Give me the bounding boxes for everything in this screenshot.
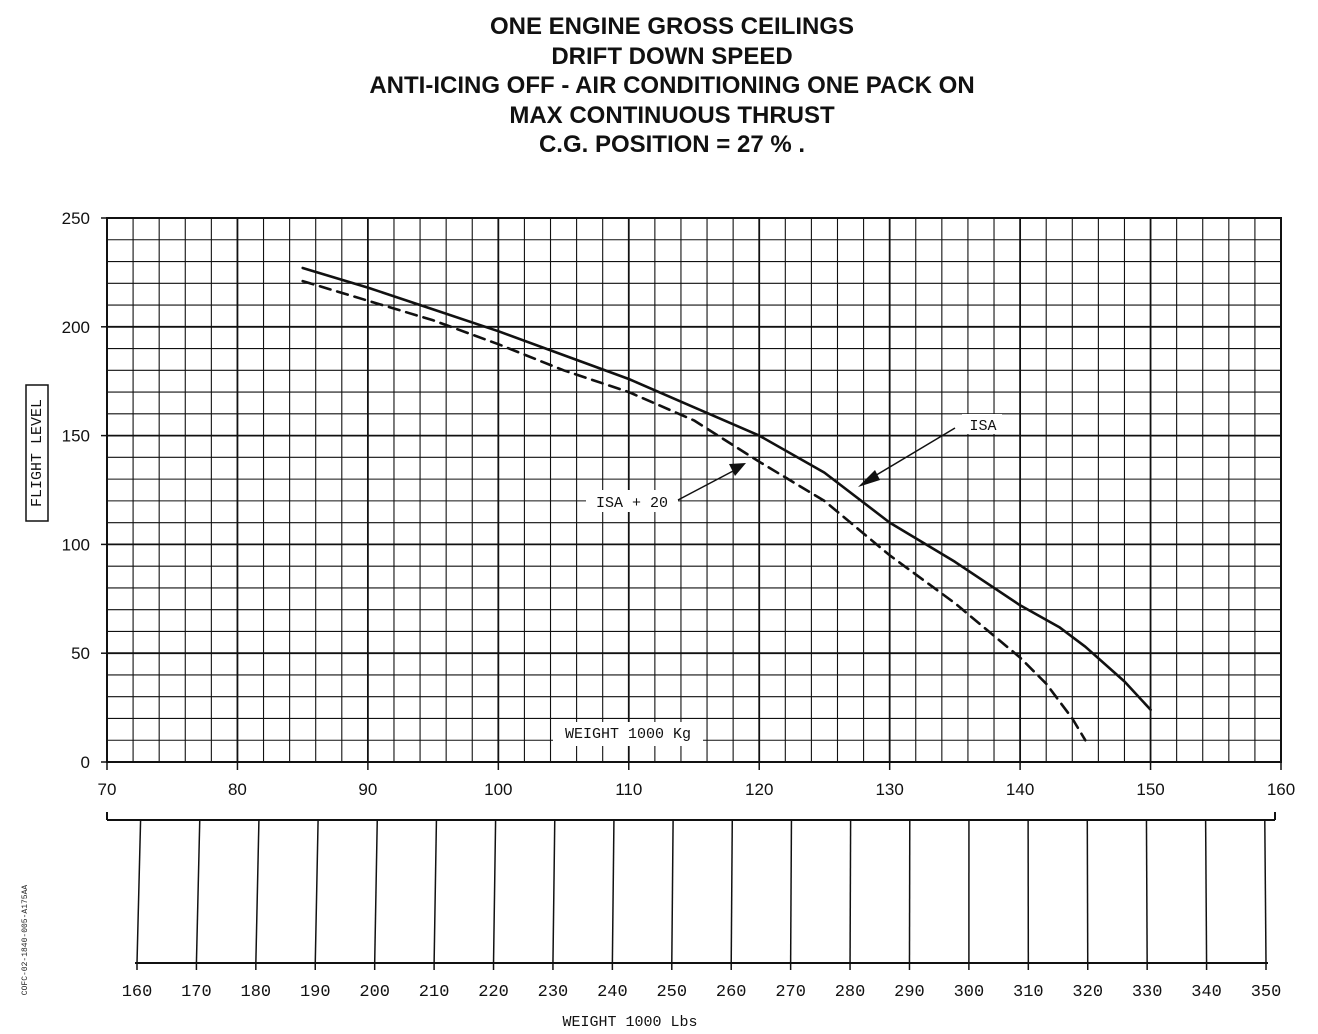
isa20-label: ISA + 20 [596,495,668,512]
lbs-tick-label: 210 [419,983,450,1002]
y-tick-label: 200 [62,318,90,337]
lbs-tick-label: 310 [1013,983,1044,1002]
conversion-line [849,819,852,964]
x-tick-label: 90 [358,780,377,799]
lbs-tick-label: 180 [241,983,272,1002]
x-tick-labels: 70 80 90 100 110 120 130 140 150 160 [98,762,1295,799]
title-line-5: C.G. POSITION = 27 % . [538,131,806,158]
y-tick-label: 150 [62,427,90,446]
y-axis-label: FLIGHT LEVEL [25,384,49,522]
title-line-3: ANTI-ICING OFF - AIR CONDITIONING ONE PA… [369,72,975,99]
series-line-isa-plus-20 [301,279,1087,742]
series-lines [301,266,1152,742]
lbs-tick-label: 290 [894,983,925,1002]
conversion-line [492,819,497,964]
lbs-tick-label: 260 [716,983,747,1002]
document-code: COFC-02-1840-005-A175AA [21,885,30,996]
lbs-tick-label: 160 [122,983,153,1002]
conversion-line [552,819,556,964]
isa-arrowhead [858,470,880,487]
x-tick-label: 120 [745,780,773,799]
series-line-isa [301,266,1152,712]
lbs-tick-label: 350 [1251,983,1282,1002]
grid [106,217,1282,763]
title-line-2: DRIFT DOWN SPEED [551,42,793,70]
x-tick-label: 140 [1006,780,1034,799]
y-tick-label: 100 [62,535,90,554]
isa-annotation: ISA [858,414,1002,487]
lbs-scale: 160 170 180 190 200 210 220 230 240 250 260 270 280 2… [106,812,1282,1002]
x-tick-label: 160 [1267,780,1295,799]
lbs-tick-label: 320 [1072,983,1103,1002]
lbs-tick-label: 240 [597,983,628,1002]
y-axis-label-text: FLIGHT LEVEL [29,399,46,507]
conversion-line [195,819,201,964]
conversion-line [611,819,615,964]
plot-border [106,217,1282,763]
x-tick-label: 150 [1136,780,1164,799]
lbs-tick-label: 270 [775,983,806,1002]
lbs-tick-label: 190 [300,983,331,1002]
title-line-4: MAX CONTINUOUS THRUST [509,101,835,129]
conversion-line [433,819,438,964]
chart-title: ONE ENGINE GROSS CEILINGS DRIFT DOWN SPE… [0,12,1318,160]
lbs-tick-label: 230 [538,983,569,1002]
title-line-1: ONE ENGINE GROSS CEILINGS [489,13,855,40]
x-tick-label: 80 [228,780,247,799]
y-tick-label: 50 [71,644,90,663]
conversion-line [136,819,142,964]
x-tick-label: 130 [875,780,903,799]
isa-arrow-line [867,427,956,481]
isa20-arrowhead [729,463,746,476]
conversion-line [1204,819,1208,964]
x-axis-label-lbs: WEIGHT 1000 Lbs [562,1014,697,1031]
lbs-tick-label: 300 [954,983,985,1002]
y-tick-label: 0 [81,753,90,772]
plot-frame [106,217,1282,763]
conversion-line [730,819,734,964]
isa20-arrow-line [677,469,736,501]
lbs-tick-label: 280 [835,983,866,1002]
y-tick-label: 250 [62,209,90,228]
isa-label: ISA [969,418,996,435]
isa20-annotation: ISA + 20 [586,463,746,512]
conversion-line [314,819,319,964]
lbs-tick-label: 220 [478,983,509,1002]
x-tick-label: 70 [98,780,117,799]
lbs-tick-label: 340 [1191,983,1222,1002]
x-tick-label: 110 [615,780,642,799]
lbs-tick-label: 200 [359,983,390,1002]
x-axis-label-kg-text: WEIGHT 1000 Kg [565,726,691,743]
lbs-tick-label: 330 [1132,983,1163,1002]
lbs-tick-label: 250 [656,983,687,1002]
conversion-line [373,819,379,964]
conversion-line [789,819,793,964]
lbs-tick-label: 170 [181,983,212,1002]
conversion-line [1264,819,1267,964]
conversion-line [1145,819,1148,964]
conversion-line [255,819,260,964]
x-tick-label: 100 [484,780,512,799]
y-tick-labels: 0 50 100 150 200 250 [62,209,107,772]
x-axis-label-kg: WEIGHT 1000 Kg [553,722,703,746]
conversion-line [671,819,674,964]
